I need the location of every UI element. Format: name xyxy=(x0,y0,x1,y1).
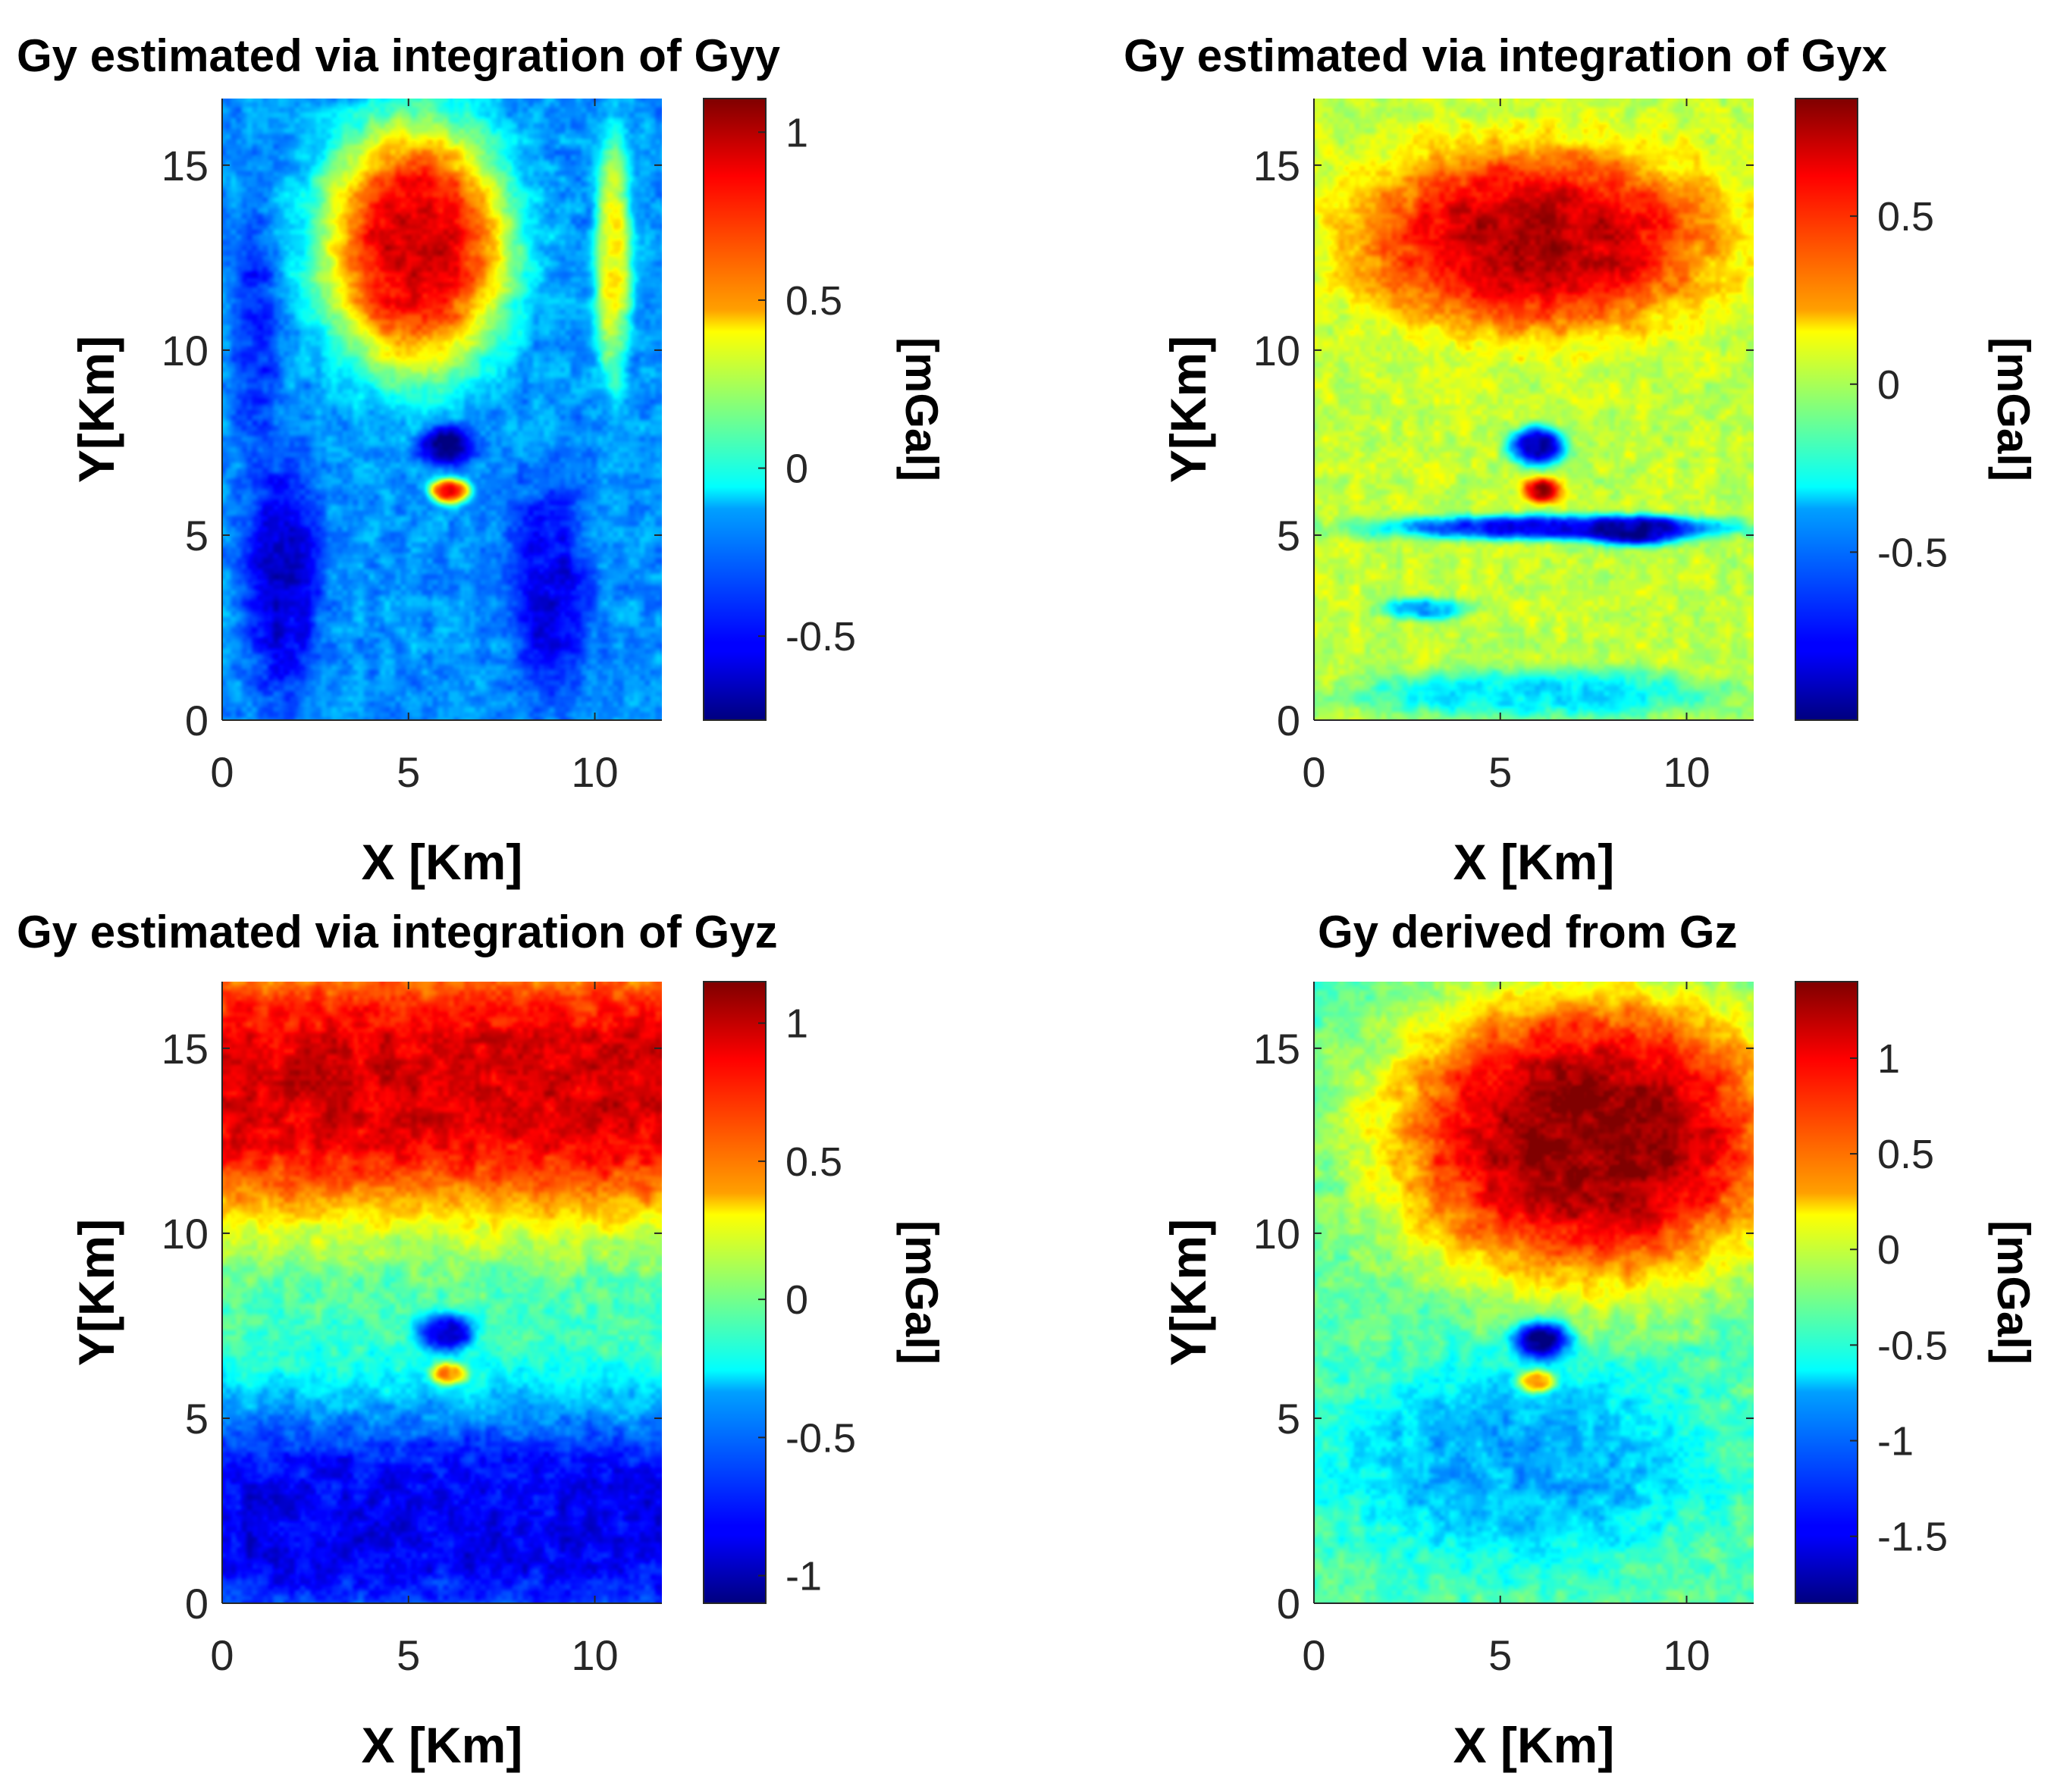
panel-gyy: Gy estimated via integration of Gyy 0 5 10… xyxy=(17,30,947,890)
colorbar xyxy=(704,982,766,1603)
x-axis-label: X [Km] xyxy=(1453,1717,1615,1773)
axes: 0 5 10 0 5 10 15 xyxy=(1253,982,1754,1679)
colorbar-tick-label: 0.5 xyxy=(785,278,842,324)
heatmap-image xyxy=(1314,982,1754,1603)
colorbar-ticks: -1 -0.5 0 0.5 1 xyxy=(758,1001,856,1599)
x-tick-label: 0 xyxy=(210,748,234,796)
y-axis-label: Y[Km] xyxy=(1160,336,1216,483)
y-tick-label: 5 xyxy=(185,1395,209,1443)
x-axis-label: X [Km] xyxy=(1453,834,1615,890)
y-axis-label: Y[Km] xyxy=(68,336,124,483)
y-tick-label: 15 xyxy=(1253,142,1300,190)
x-tick-label: 10 xyxy=(1663,748,1710,796)
y-tick-label: 5 xyxy=(1277,1395,1300,1443)
colorbar-tick-label: 0.5 xyxy=(785,1139,842,1185)
colorbar-tick-label: -0.5 xyxy=(1877,1323,1948,1368)
axes: 0 5 10 0 5 10 15 xyxy=(1253,99,1754,796)
x-tick-label: 0 xyxy=(210,1631,234,1679)
axes: 0 5 10 0 5 10 15 xyxy=(161,982,662,1679)
colorbar-frame xyxy=(1795,98,1858,721)
colorbar-label: [mGal] xyxy=(896,337,947,481)
colorbar-tick-label: 1 xyxy=(785,110,808,155)
y-tick-label: 15 xyxy=(161,1025,209,1073)
panel-title: Gy estimated via integration of Gyz xyxy=(17,907,778,957)
colorbar-ticks: -1.5 -1 -0.5 0 0.5 1 xyxy=(1850,1036,1948,1560)
x-tick-label: 5 xyxy=(397,1631,420,1679)
panel-title: Gy estimated via integration of Gyy xyxy=(17,30,781,81)
colorbar-ticks: -0.5 0 0.5 1 xyxy=(758,110,856,659)
colorbar-tick-label: 1 xyxy=(1877,1036,1900,1082)
x-tick-label: 0 xyxy=(1302,748,1325,796)
colorbar-tick-label: -1 xyxy=(1877,1419,1914,1465)
y-tick-label: 15 xyxy=(161,142,209,190)
y-axis-label: Y[Km] xyxy=(68,1219,124,1366)
x-tick-label: 0 xyxy=(1302,1631,1325,1679)
heatmap-image xyxy=(222,982,662,1603)
x-tick-label: 10 xyxy=(1663,1631,1710,1679)
colorbar-tick-label: -0.5 xyxy=(785,1415,856,1461)
panel-title: Gy derived from Gz xyxy=(1318,907,1737,957)
colorbar-tick-label: 0 xyxy=(785,446,808,492)
colorbar-ticks: -0.5 0 0.5 xyxy=(1850,194,1948,575)
colorbar-tick-label: -1 xyxy=(785,1554,822,1599)
heatmap-image xyxy=(222,99,662,720)
y-tick-label: 0 xyxy=(185,697,209,744)
colorbar-tick-label: 1 xyxy=(785,1001,808,1047)
colorbar-tick-label: 0.5 xyxy=(1877,194,1934,240)
x-tick-label: 5 xyxy=(1488,1631,1512,1679)
x-axis-label: X [Km] xyxy=(362,834,523,890)
y-tick-label: 0 xyxy=(1277,1580,1300,1628)
panel-gyx: Gy estimated via integration of Gyx 0 5 10… xyxy=(1124,30,2039,890)
colorbar-tick-label: 0.5 xyxy=(1877,1132,1934,1177)
colorbar-label: [mGal] xyxy=(1988,337,2039,481)
y-tick-label: 0 xyxy=(1277,697,1300,744)
colorbar-tick-label: 0 xyxy=(785,1277,808,1323)
colorbar-frame xyxy=(1795,981,1858,1604)
colorbar xyxy=(1795,982,1858,1603)
y-tick-label: 0 xyxy=(185,1580,209,1628)
y-tick-label: 10 xyxy=(1253,1210,1300,1258)
panel-title: Gy estimated via integration of Gyx xyxy=(1124,30,1887,81)
x-tick-label: 10 xyxy=(571,1631,618,1679)
colorbar xyxy=(704,99,766,720)
y-tick-label: 15 xyxy=(1253,1025,1300,1073)
x-axis-label: X [Km] xyxy=(362,1717,523,1773)
colorbar-label: [mGal] xyxy=(896,1220,947,1364)
colorbar-label: [mGal] xyxy=(1988,1220,2039,1364)
y-tick-label: 5 xyxy=(185,512,209,559)
colorbar-tick-label: 0 xyxy=(1877,362,1900,408)
colorbar-tick-label: 0 xyxy=(1877,1227,1900,1273)
y-tick-label: 5 xyxy=(1277,512,1300,559)
heatmap-image xyxy=(1314,99,1754,720)
x-tick-label: 5 xyxy=(397,748,420,796)
x-tick-label: 5 xyxy=(1488,748,1512,796)
y-tick-label: 10 xyxy=(161,1210,209,1258)
y-axis-label: Y[Km] xyxy=(1160,1219,1216,1366)
colorbar-frame xyxy=(703,98,767,721)
colorbar-tick-label: -0.5 xyxy=(785,614,856,659)
axes: 0 5 10 0 5 10 15 xyxy=(161,99,662,796)
panel-gyz: Gy estimated via integration of Gyz 0 5 10… xyxy=(17,907,947,1773)
colorbar xyxy=(1795,99,1858,720)
y-tick-label: 10 xyxy=(1253,327,1300,374)
y-tick-label: 10 xyxy=(161,327,209,374)
colorbar-tick-label: -0.5 xyxy=(1877,530,1948,575)
colorbar-frame xyxy=(703,981,767,1604)
colorbar-tick-label: -1.5 xyxy=(1877,1515,1948,1560)
x-tick-label: 10 xyxy=(571,748,618,796)
